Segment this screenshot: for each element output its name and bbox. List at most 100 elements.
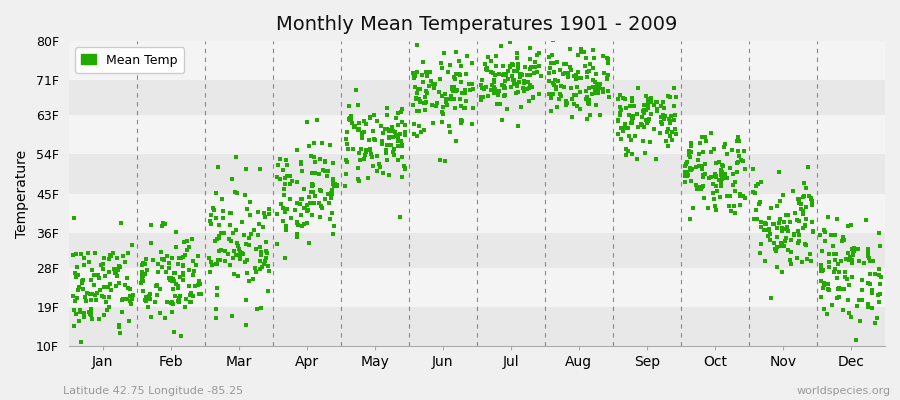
Point	[843, 222, 858, 228]
Point	[610, 117, 625, 124]
Point	[116, 253, 130, 259]
Point	[544, 95, 558, 102]
Point	[223, 210, 238, 216]
Point	[351, 120, 365, 127]
Point	[116, 296, 130, 302]
Point	[473, 97, 488, 104]
Point	[852, 258, 867, 264]
Point	[168, 243, 183, 250]
Point	[149, 292, 164, 298]
Point	[248, 226, 262, 233]
Point	[855, 277, 869, 283]
Point	[307, 154, 321, 160]
Point	[262, 206, 276, 212]
Point	[410, 69, 424, 75]
Point	[845, 274, 859, 280]
Point	[256, 261, 271, 267]
Point	[872, 299, 886, 305]
Point	[655, 121, 670, 127]
Point	[288, 206, 302, 213]
Point	[206, 207, 220, 213]
Point	[439, 102, 454, 108]
Point	[172, 255, 186, 261]
Point	[505, 73, 519, 79]
Point	[689, 186, 704, 192]
Point	[564, 85, 579, 92]
Point	[330, 183, 345, 189]
Point	[216, 207, 230, 214]
Point	[777, 243, 791, 250]
Point	[746, 216, 760, 222]
Point	[708, 174, 723, 181]
Point	[588, 89, 602, 96]
Point	[462, 80, 476, 87]
Point	[842, 250, 856, 256]
Point	[204, 262, 219, 268]
Point	[227, 271, 241, 277]
Point	[692, 151, 706, 158]
Point	[499, 72, 513, 78]
Point	[322, 200, 337, 206]
Point	[824, 232, 838, 238]
Point	[792, 238, 806, 244]
Point	[588, 78, 602, 85]
Point	[664, 137, 679, 144]
Point	[872, 266, 886, 272]
Point	[770, 264, 784, 270]
Point	[176, 271, 190, 278]
Point	[631, 124, 645, 130]
Point	[395, 142, 410, 148]
Point	[409, 73, 423, 79]
Point	[102, 294, 116, 301]
Point	[670, 94, 684, 100]
Point	[863, 257, 878, 264]
Point	[799, 242, 814, 248]
Point	[313, 214, 328, 221]
Point	[418, 93, 432, 100]
Point	[138, 297, 152, 304]
Bar	[68, 194, 885, 233]
Point	[570, 84, 584, 90]
Point	[643, 96, 657, 102]
Point	[270, 211, 284, 217]
Point	[693, 140, 707, 146]
Point	[543, 65, 557, 71]
Point	[554, 93, 569, 99]
Point	[851, 297, 866, 304]
Point	[365, 163, 380, 170]
Point	[228, 189, 242, 195]
Point	[134, 280, 148, 287]
Point	[507, 77, 521, 83]
Point	[762, 226, 777, 233]
Point	[796, 211, 811, 218]
Point	[767, 239, 781, 246]
Point	[342, 116, 356, 122]
Point	[821, 286, 835, 292]
Point	[203, 259, 218, 265]
Point	[692, 184, 706, 191]
Point	[86, 272, 101, 278]
Point	[102, 284, 116, 290]
Point	[708, 173, 723, 180]
Point	[730, 159, 744, 166]
Point	[481, 92, 495, 99]
Point	[491, 92, 505, 98]
Point	[140, 304, 155, 310]
Point	[842, 256, 856, 263]
Point	[510, 89, 525, 95]
Point	[311, 170, 326, 177]
Point	[520, 86, 535, 93]
Point	[814, 278, 829, 284]
Point	[754, 179, 769, 185]
Point	[160, 299, 175, 305]
Point	[423, 69, 437, 76]
Point	[194, 290, 208, 297]
Point	[821, 214, 835, 220]
Point	[752, 199, 767, 205]
Point	[216, 215, 230, 222]
Point	[159, 252, 174, 259]
Point	[683, 140, 698, 146]
Point	[842, 310, 857, 316]
Point	[751, 180, 765, 187]
Point	[166, 286, 181, 292]
